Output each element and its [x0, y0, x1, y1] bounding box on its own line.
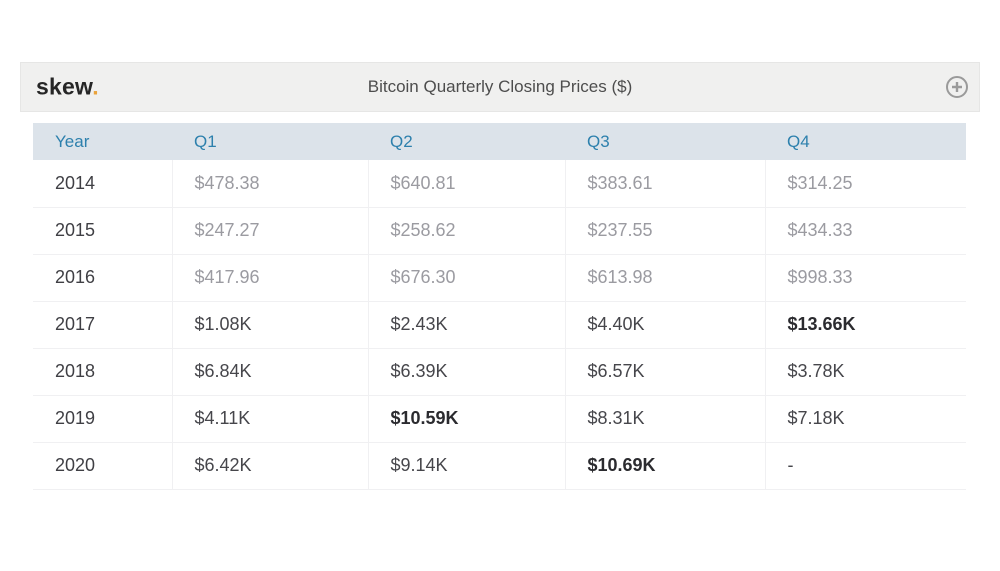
skew-logo-dot: . [92, 73, 99, 100]
price-cell-2018-q4: $3.78K [765, 348, 966, 396]
price-cell-2017-q1: $1.08K [172, 301, 369, 349]
price-cell-2018-q3: $6.57K [565, 348, 766, 396]
widget-header-bar: skew. Bitcoin Quarterly Closing Prices (… [20, 62, 980, 112]
price-cell-2014-q2: $640.81 [368, 160, 566, 208]
table-row: 2016 $417.96 $676.30 $613.98 $998.33 [33, 254, 966, 302]
column-header-q2: Q2 [368, 123, 565, 160]
price-cell-2016-q4: $998.33 [765, 254, 966, 302]
price-cell-2014-q3: $383.61 [565, 160, 766, 208]
year-cell: 2018 [33, 348, 173, 396]
price-cell-2017-q2: $2.43K [368, 301, 566, 349]
price-cell-2016-q3: $613.98 [565, 254, 766, 302]
table-row: 2017 $1.08K $2.43K $4.40K $13.66K [33, 301, 966, 349]
price-cell-2019-q1: $4.11K [172, 395, 369, 443]
year-cell: 2015 [33, 207, 173, 255]
skew-widget: skew. Bitcoin Quarterly Closing Prices (… [20, 62, 980, 490]
plus-glyph [952, 82, 962, 92]
table-row: 2018 $6.84K $6.39K $6.57K $3.78K [33, 348, 966, 396]
price-cell-2015-q3: $237.55 [565, 207, 766, 255]
table-row: 2014 $478.38 $640.81 $383.61 $314.25 [33, 160, 966, 208]
price-cell-2020-q1: $6.42K [172, 442, 369, 490]
price-cell-2018-q2: $6.39K [368, 348, 566, 396]
price-cell-2015-q2: $258.62 [368, 207, 566, 255]
skew-logo-text: skew [36, 73, 93, 100]
year-cell: 2020 [33, 442, 173, 490]
price-cell-2018-q1: $6.84K [172, 348, 369, 396]
price-cell-2017-q4: $13.66K [765, 301, 966, 349]
table-row: 2015 $247.27 $258.62 $237.55 $434.33 [33, 207, 966, 255]
price-cell-2020-q3: $10.69K [565, 442, 766, 490]
year-cell: 2019 [33, 395, 173, 443]
column-header-q1: Q1 [172, 123, 368, 160]
quarterly-prices-table-wrap: Year Q1 Q2 Q3 Q4 2014 $478.38 $640.81 $383.61 $3… [33, 123, 966, 490]
column-header-q4: Q4 [765, 123, 966, 160]
price-cell-2015-q1: $247.27 [172, 207, 369, 255]
price-cell-2020-q2: $9.14K [368, 442, 566, 490]
widget-title: Bitcoin Quarterly Closing Prices ($) [367, 77, 633, 96]
table-row: 2020 $6.42K $9.14K $10.69K - [33, 442, 966, 490]
price-cell-2016-q2: $676.30 [368, 254, 566, 302]
price-cell-2019-q4: $7.18K [765, 395, 966, 443]
column-header-year: Year [33, 123, 172, 160]
year-cell: 2014 [33, 160, 173, 208]
quarterly-prices-table: Year Q1 Q2 Q3 Q4 2014 $478.38 $640.81 $383.61 $3… [33, 123, 966, 490]
column-header-q3: Q3 [565, 123, 765, 160]
year-cell: 2016 [33, 254, 173, 302]
price-cell-2016-q1: $417.96 [172, 254, 369, 302]
price-cell-2014-q1: $478.38 [172, 160, 369, 208]
table-row: 2019 $4.11K $10.59K $8.31K $7.18K [33, 395, 966, 443]
year-cell: 2017 [33, 301, 173, 349]
price-cell-2017-q3: $4.40K [565, 301, 766, 349]
price-cell-2019-q2: $10.59K [368, 395, 566, 443]
table-header-row: Year Q1 Q2 Q3 Q4 [33, 123, 966, 160]
price-cell-2020-q4: - [765, 442, 966, 490]
price-cell-2015-q4: $434.33 [765, 207, 966, 255]
circled-plus-icon[interactable] [946, 76, 968, 98]
price-cell-2014-q4: $314.25 [765, 160, 966, 208]
price-cell-2019-q3: $8.31K [565, 395, 766, 443]
skew-logo: skew. [36, 74, 99, 101]
